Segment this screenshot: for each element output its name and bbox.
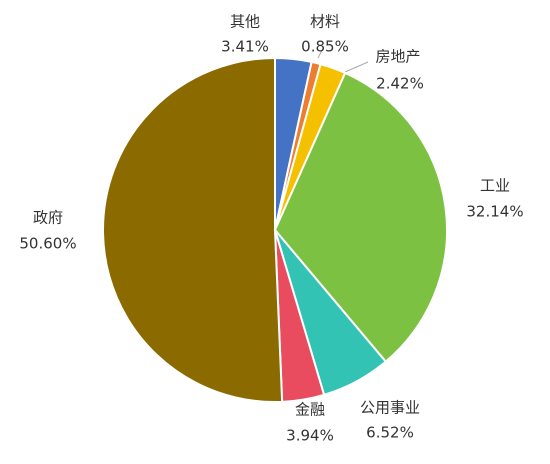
slice-label: 政府	[33, 209, 63, 227]
value-label: 50.60%	[19, 235, 76, 253]
value-label: 3.41%	[221, 38, 269, 56]
value-label: 6.52%	[366, 424, 414, 442]
leader-line	[344, 61, 369, 73]
pie-slice	[273, 71, 448, 364]
leader-line	[317, 49, 323, 59]
value-label: 32.14%	[466, 203, 523, 221]
value-label: 3.94%	[286, 427, 334, 445]
value-label: 0.85%	[301, 38, 349, 56]
slice-label: 金融	[295, 401, 325, 419]
slice-label: 公用事业	[360, 399, 420, 417]
slice-label: 房地产	[375, 48, 420, 66]
slice-label: 工业	[480, 177, 510, 195]
value-label: 2.42%	[376, 75, 424, 93]
slice-label: 材料	[310, 13, 340, 31]
pie-slice	[102, 56, 284, 403]
slice-label: 其他	[230, 13, 260, 31]
